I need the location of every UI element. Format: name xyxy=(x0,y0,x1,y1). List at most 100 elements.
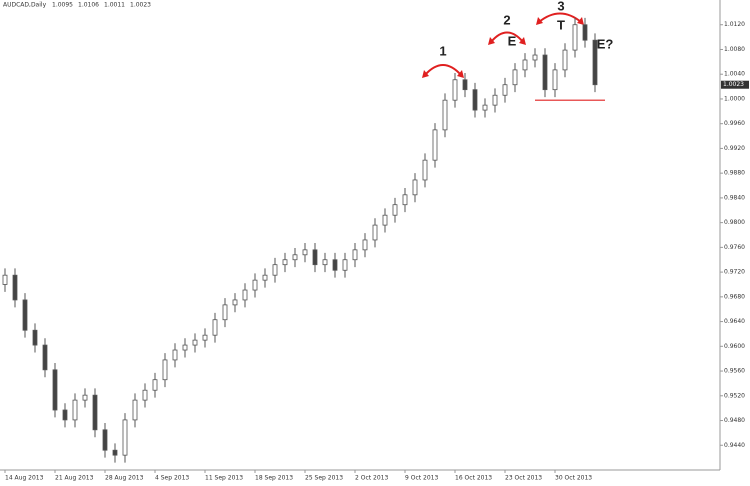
candle-body xyxy=(102,429,108,451)
candle-body xyxy=(282,259,288,266)
candle-body xyxy=(202,334,208,341)
x-tick-label: 28 Aug 2013 xyxy=(105,475,144,482)
x-tick-label: 11 Sep 2013 xyxy=(205,475,243,482)
x-tick-label: 4 Sep 2013 xyxy=(155,475,189,482)
price-marker-label: 1.0023 xyxy=(723,81,744,88)
y-tick-label: 0.9760 xyxy=(724,244,745,251)
annotation: 2 xyxy=(503,12,510,27)
candle-body xyxy=(372,224,378,241)
y-tick-label: 1.0000 xyxy=(724,95,745,102)
arrowhead xyxy=(488,37,495,45)
candle-body xyxy=(2,274,8,285)
arrowhead xyxy=(536,17,543,25)
arrowhead xyxy=(422,70,429,78)
candle-body xyxy=(392,204,398,216)
candle-body xyxy=(212,319,218,336)
arc xyxy=(424,64,462,76)
candle-body xyxy=(32,329,38,346)
y-tick-label: 0.9800 xyxy=(724,219,745,226)
x-tick-label: 25 Sep 2013 xyxy=(305,475,343,482)
arc xyxy=(538,12,582,23)
header-value: 1.0106 xyxy=(78,2,99,9)
candle-body xyxy=(312,249,318,266)
candle-body xyxy=(232,299,238,306)
candle-body xyxy=(502,84,508,96)
candle-body xyxy=(462,79,468,91)
candle-body xyxy=(62,409,68,421)
y-tick-label: 0.9840 xyxy=(724,194,745,201)
candle-body xyxy=(52,369,58,411)
x-tick-label: 18 Sep 2013 xyxy=(255,475,293,482)
y-tick-label: 0.9720 xyxy=(724,269,745,276)
candle-body xyxy=(162,359,168,381)
y-tick-label: 0.9600 xyxy=(724,343,745,350)
x-tick-label: 16 Oct 2013 xyxy=(455,475,492,482)
candle-body xyxy=(592,39,598,86)
candle-body xyxy=(112,449,118,456)
candle-body xyxy=(222,304,228,321)
candle-body xyxy=(422,159,428,181)
x-tick-label: 14 Aug 2013 xyxy=(5,475,44,482)
candle-body xyxy=(362,239,368,251)
annotation: 1 xyxy=(439,43,446,58)
candle-body xyxy=(152,379,158,391)
y-tick-label: 0.9960 xyxy=(724,120,745,127)
candle-body xyxy=(92,394,98,431)
annotation: T xyxy=(557,17,565,32)
arcs xyxy=(424,12,582,76)
arrowhead xyxy=(457,70,464,78)
candle-body xyxy=(302,249,308,256)
candle-body xyxy=(412,179,418,196)
candle-body xyxy=(512,69,518,86)
candle-body xyxy=(142,389,148,401)
candle-body xyxy=(82,394,88,401)
candle-body xyxy=(382,214,388,226)
candle-body xyxy=(42,344,48,371)
annotation: 3 xyxy=(557,0,564,13)
candle-body xyxy=(242,289,248,301)
y-tick-label: 0.9520 xyxy=(724,392,745,399)
candle-body xyxy=(542,54,548,91)
annotation: E xyxy=(508,33,517,48)
header-value: 1.0095 xyxy=(52,2,73,9)
candle-body xyxy=(472,89,478,111)
y-tick-label: 1.0040 xyxy=(724,71,745,78)
arc xyxy=(490,31,524,43)
candle-body xyxy=(122,419,128,456)
arrowhead xyxy=(519,37,526,45)
candle-body xyxy=(192,339,198,346)
candle-body xyxy=(522,59,528,71)
candle-body xyxy=(452,79,458,101)
candle-body xyxy=(352,249,358,261)
arrowhead xyxy=(577,17,584,25)
header-value: 1.0023 xyxy=(130,2,151,9)
x-tick-label: 23 Oct 2013 xyxy=(505,475,542,482)
candle-body xyxy=(342,259,348,271)
y-tick-label: 0.9560 xyxy=(724,368,745,375)
y-tick-label: 0.9920 xyxy=(724,145,745,152)
candle-body xyxy=(482,104,488,111)
candle-body xyxy=(532,54,538,61)
header: AUDCAD,Daily xyxy=(3,2,47,9)
candle-body xyxy=(252,279,258,291)
candle-body xyxy=(492,94,498,106)
annotation: E? xyxy=(597,36,614,51)
y-tick-label: 1.0080 xyxy=(724,46,745,53)
candle-body xyxy=(12,274,18,301)
candle-body xyxy=(332,259,338,271)
candle-body xyxy=(572,24,578,51)
x-tick-label: 9 Oct 2013 xyxy=(405,475,438,482)
candle-body xyxy=(552,69,558,91)
candle-body xyxy=(562,49,568,71)
candle-body xyxy=(582,24,588,41)
candle-body xyxy=(132,399,138,421)
candle-body xyxy=(402,194,408,206)
candle-body xyxy=(322,259,328,266)
y-tick-label: 0.9440 xyxy=(724,442,745,449)
y-tick-label: 0.9680 xyxy=(724,293,745,300)
candle-body xyxy=(432,129,438,161)
y-tick-label: 0.9880 xyxy=(724,170,745,177)
candle-body xyxy=(22,299,28,331)
x-tick-label: 2 Oct 2013 xyxy=(355,475,388,482)
